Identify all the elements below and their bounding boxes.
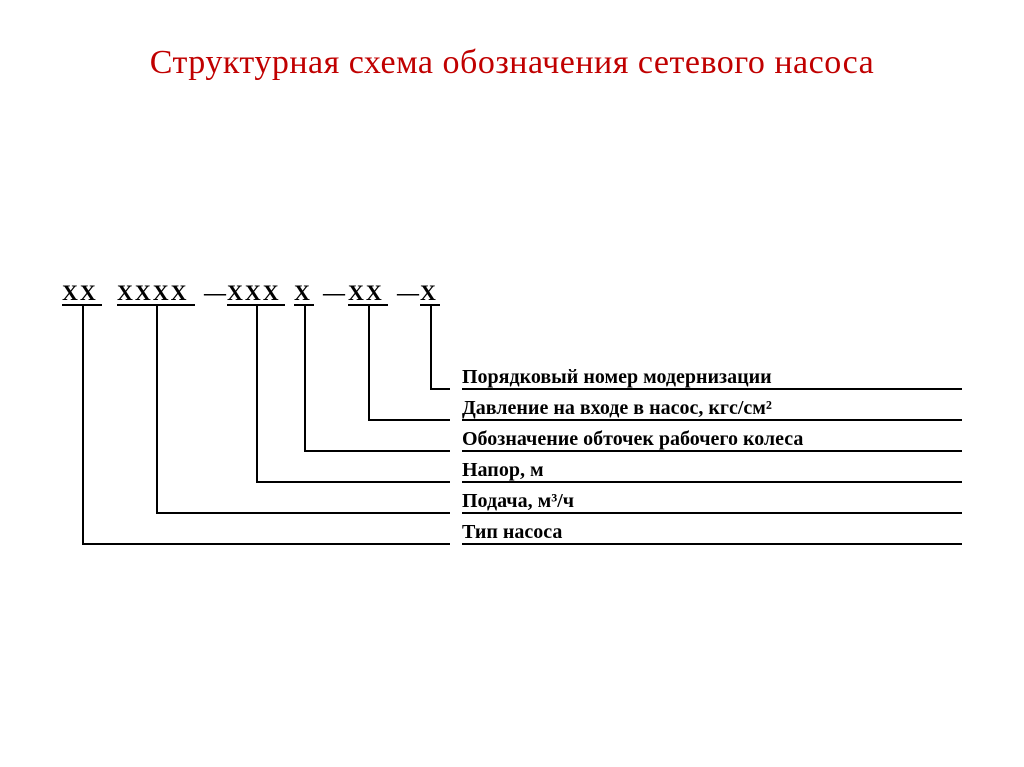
diagram-hline [82,543,450,545]
code-dash: — [397,280,419,306]
diagram-vline [156,306,158,514]
code-segment: Х [420,280,438,306]
diagram-vline [304,306,306,452]
diagram-label: Порядковый номер модернизации [462,366,772,389]
diagram-vline [256,306,258,483]
page-title: Структурная схема обозначения сетевого н… [0,40,1024,86]
diagram-hline [304,450,450,452]
diagram-label: Давление на входе в насос, кгс/см² [462,397,772,420]
code-segment: ХХ [62,280,98,306]
diagram-hline [256,481,450,483]
code-dash: — [204,280,226,306]
diagram-hline [368,419,450,421]
diagram-label: Обозначение обточек рабочего колеса [462,428,803,451]
code-line: ХХХХХХХХХХХХХ——— [62,280,962,310]
diagram-hline [156,512,450,514]
diagram-vline [82,306,84,545]
code-segment: ХХХ [227,280,281,306]
code-segment: ХХХХ [117,280,189,306]
diagram-label-underline [462,481,962,483]
diagram-label-underline [462,543,962,545]
diagram-label-underline [462,419,962,421]
diagram-label-underline [462,450,962,452]
diagram-label: Подача, м³/ч [462,490,574,513]
code-segment: Х [294,280,312,306]
diagram-vline [368,306,370,421]
diagram-label-underline [462,388,962,390]
diagram-label: Тип насоса [462,521,562,544]
diagram-label-underline [462,512,962,514]
diagram-label: Напор, м [462,459,544,482]
code-segment: ХХ [348,280,384,306]
diagram-hline [430,388,450,390]
code-dash: — [323,280,345,306]
diagram-vline [430,306,432,390]
